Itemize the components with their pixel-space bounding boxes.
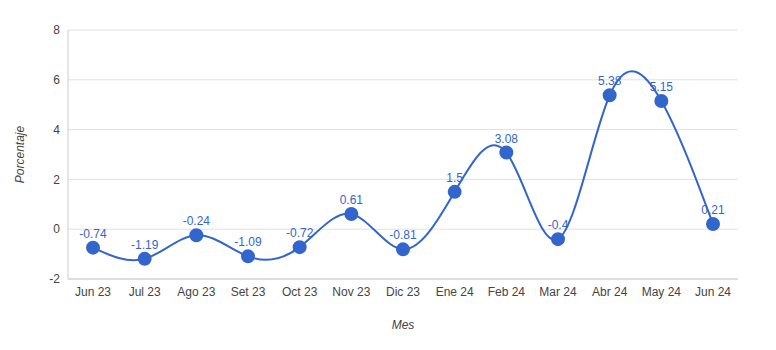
svg-text:5.38: 5.38 bbox=[598, 74, 622, 88]
svg-text:Nov 23: Nov 23 bbox=[332, 285, 370, 299]
svg-text:Mes: Mes bbox=[392, 318, 415, 332]
svg-text:Jun 23: Jun 23 bbox=[75, 285, 111, 299]
svg-text:2: 2 bbox=[53, 173, 60, 187]
svg-text:Porcentaje: Porcentaje bbox=[13, 125, 27, 183]
svg-text:3.08: 3.08 bbox=[495, 132, 519, 146]
svg-text:-0.81: -0.81 bbox=[389, 228, 417, 242]
svg-text:6: 6 bbox=[53, 73, 60, 87]
svg-text:Jun 24: Jun 24 bbox=[695, 285, 731, 299]
svg-text:4: 4 bbox=[53, 123, 60, 137]
svg-text:Jul 23: Jul 23 bbox=[129, 285, 161, 299]
svg-text:-0.72: -0.72 bbox=[286, 226, 314, 240]
svg-text:0.61: 0.61 bbox=[340, 193, 364, 207]
svg-text:8: 8 bbox=[53, 23, 60, 37]
svg-text:-0.74: -0.74 bbox=[79, 227, 107, 241]
svg-text:5.15: 5.15 bbox=[650, 80, 674, 94]
svg-text:-0.4: -0.4 bbox=[548, 218, 569, 232]
svg-text:1.5: 1.5 bbox=[446, 171, 463, 185]
svg-text:Oct 23: Oct 23 bbox=[282, 285, 318, 299]
svg-text:0: 0 bbox=[53, 222, 60, 236]
svg-text:Abr 24: Abr 24 bbox=[592, 285, 628, 299]
svg-text:-1.09: -1.09 bbox=[234, 235, 262, 249]
svg-text:Mar 24: Mar 24 bbox=[539, 285, 577, 299]
svg-text:Ene 24: Ene 24 bbox=[436, 285, 474, 299]
svg-text:0.21: 0.21 bbox=[701, 203, 725, 217]
svg-text:May 24: May 24 bbox=[642, 285, 682, 299]
svg-text:Set 23: Set 23 bbox=[231, 285, 266, 299]
svg-text:Feb 24: Feb 24 bbox=[488, 285, 526, 299]
svg-text:Ago 23: Ago 23 bbox=[177, 285, 215, 299]
svg-text:-0.24: -0.24 bbox=[183, 214, 211, 228]
svg-text:-2: -2 bbox=[49, 272, 60, 286]
svg-text:-1.19: -1.19 bbox=[131, 238, 159, 252]
svg-text:Dic 23: Dic 23 bbox=[386, 285, 420, 299]
